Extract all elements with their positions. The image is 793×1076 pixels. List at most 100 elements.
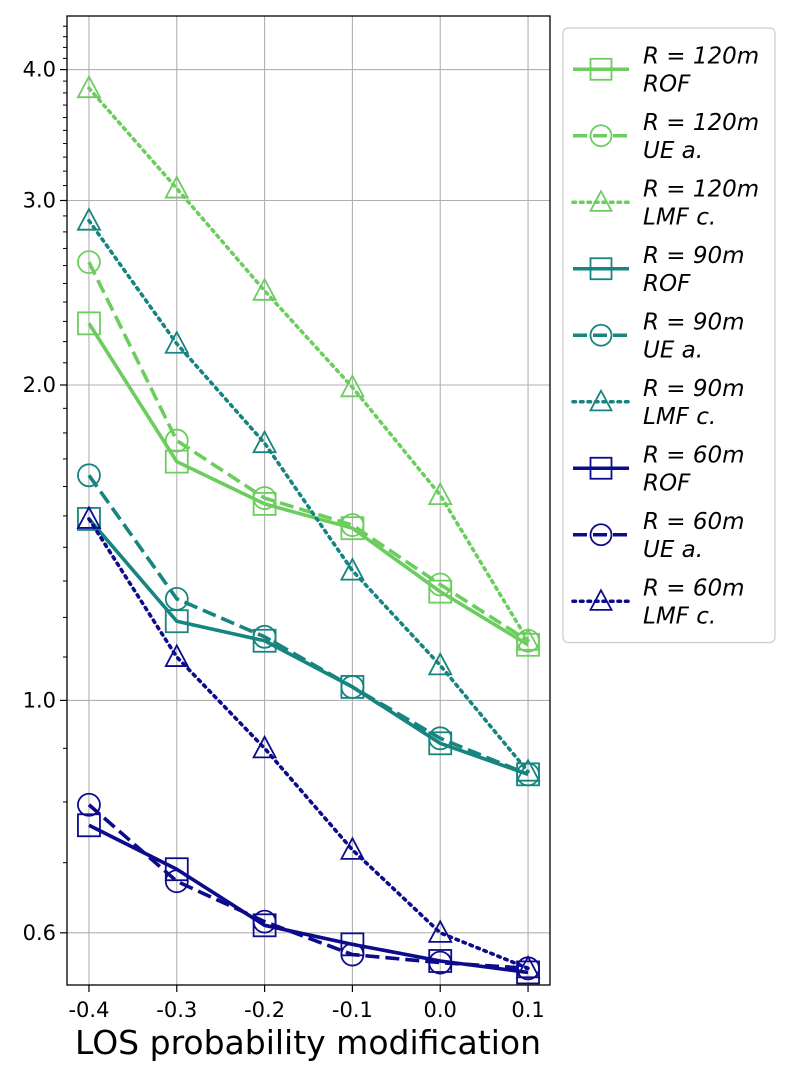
x-tick-label: 0.1 (511, 998, 544, 1022)
data-point-circle (340, 513, 365, 537)
data-point-triangle (76, 207, 102, 231)
series-7 (77, 792, 540, 981)
data-point-square (77, 813, 101, 838)
data-point-square (164, 857, 189, 882)
data-point-triangle (339, 373, 365, 398)
series-line (87, 261, 530, 643)
data-point-circle (340, 942, 365, 967)
data-point-circle (77, 463, 101, 488)
legend-label: LMF c. (643, 603, 716, 629)
data-point-circle (340, 675, 365, 699)
legend-label: R = 60m (643, 442, 745, 468)
data-point-triangle (164, 643, 190, 667)
legend-label: R = 120m (643, 43, 759, 69)
series-2 (76, 74, 541, 651)
data-point-circle (252, 909, 277, 934)
y-tick-label: 1.0 (23, 688, 56, 712)
legend-label: R = 60m (643, 509, 745, 535)
legend-label: R = 90m (643, 376, 745, 402)
series-line (87, 474, 529, 777)
data-point-triangle (427, 481, 453, 506)
grid (67, 16, 550, 985)
x-tick-label: -0.4 (68, 998, 109, 1022)
legend-label: R = 90m (643, 309, 745, 335)
series-group (76, 74, 541, 985)
legend-label: R = 60m (643, 575, 745, 601)
legend-label: R = 120m (643, 176, 759, 202)
axis-ticks: -0.4 -0.3 -0.2 -0.1 0.0 0.1 0.6 1.0 2.0 3.0 4.0 (23, 25, 545, 1022)
data-point-triangle (427, 651, 453, 676)
legend-label: LMF c. (643, 204, 716, 230)
data-point-circle (164, 586, 189, 611)
data-point-circle (164, 869, 189, 894)
series-1 (77, 250, 540, 653)
data-point-triangle (76, 74, 102, 99)
data-point-triangle (515, 954, 541, 979)
legend-swatch-triangle (588, 189, 614, 212)
legend-box (562, 27, 776, 644)
data-point-square (252, 492, 277, 516)
data-point-triangle (515, 758, 541, 782)
data-point-circle (428, 726, 453, 751)
data-point-circle (252, 624, 277, 649)
data-point-triangle (252, 277, 278, 301)
y-tick-label: 3.0 (23, 188, 56, 212)
data-point-circle (164, 428, 189, 453)
y-tick-label: 2.0 (23, 373, 56, 397)
data-point-triangle (427, 919, 453, 943)
data-point-circle (428, 950, 453, 975)
legend-label: ROF (643, 470, 691, 496)
plot-frame (66, 15, 551, 986)
data-point-circle (77, 792, 101, 817)
x-tick-label: 0.0 (424, 998, 457, 1022)
data-point-triangle (252, 734, 278, 759)
legend-swatch-triangle (588, 388, 614, 412)
data-point-circle (428, 572, 453, 597)
legend-swatch-square (589, 57, 613, 81)
y-tick-label: 4.0 (23, 58, 56, 82)
legend-swatch-circle (589, 523, 613, 547)
series-line (87, 517, 529, 777)
legend-swatch-circle (589, 323, 613, 347)
data-point-triangle (339, 836, 365, 860)
legend-swatch-triangle (588, 588, 614, 611)
data-point-square (164, 449, 189, 474)
x-tick-label: -0.1 (332, 998, 373, 1022)
legend-label: ROF (643, 71, 691, 97)
x-axis-title: LOS probability modification (75, 1023, 541, 1062)
legend-label: R = 90m (643, 243, 745, 269)
data-point-triangle (339, 557, 365, 581)
legend-label: UE a. (643, 337, 703, 363)
series-4 (77, 463, 540, 787)
series-8 (76, 505, 541, 979)
data-point-triangle (515, 627, 541, 651)
data-point-circle (252, 486, 277, 510)
legend-swatch-square (589, 257, 613, 281)
x-tick-label: -0.2 (244, 998, 285, 1022)
data-point-circle (77, 250, 101, 275)
legend-label: UE a. (643, 537, 703, 563)
data-point-triangle (252, 429, 278, 454)
legend-label: ROF (643, 271, 691, 297)
series-line (87, 86, 530, 643)
legend-swatch-square (589, 456, 613, 480)
series-line (87, 803, 529, 971)
series-line (87, 218, 530, 774)
series-line (87, 517, 530, 971)
y-tick-label: 0.6 (23, 921, 56, 945)
legend-swatch-circle (589, 124, 613, 148)
legend-label: UE a. (643, 138, 703, 164)
data-point-triangle (164, 175, 190, 199)
data-point-circle (516, 762, 540, 787)
series-5 (76, 207, 541, 782)
